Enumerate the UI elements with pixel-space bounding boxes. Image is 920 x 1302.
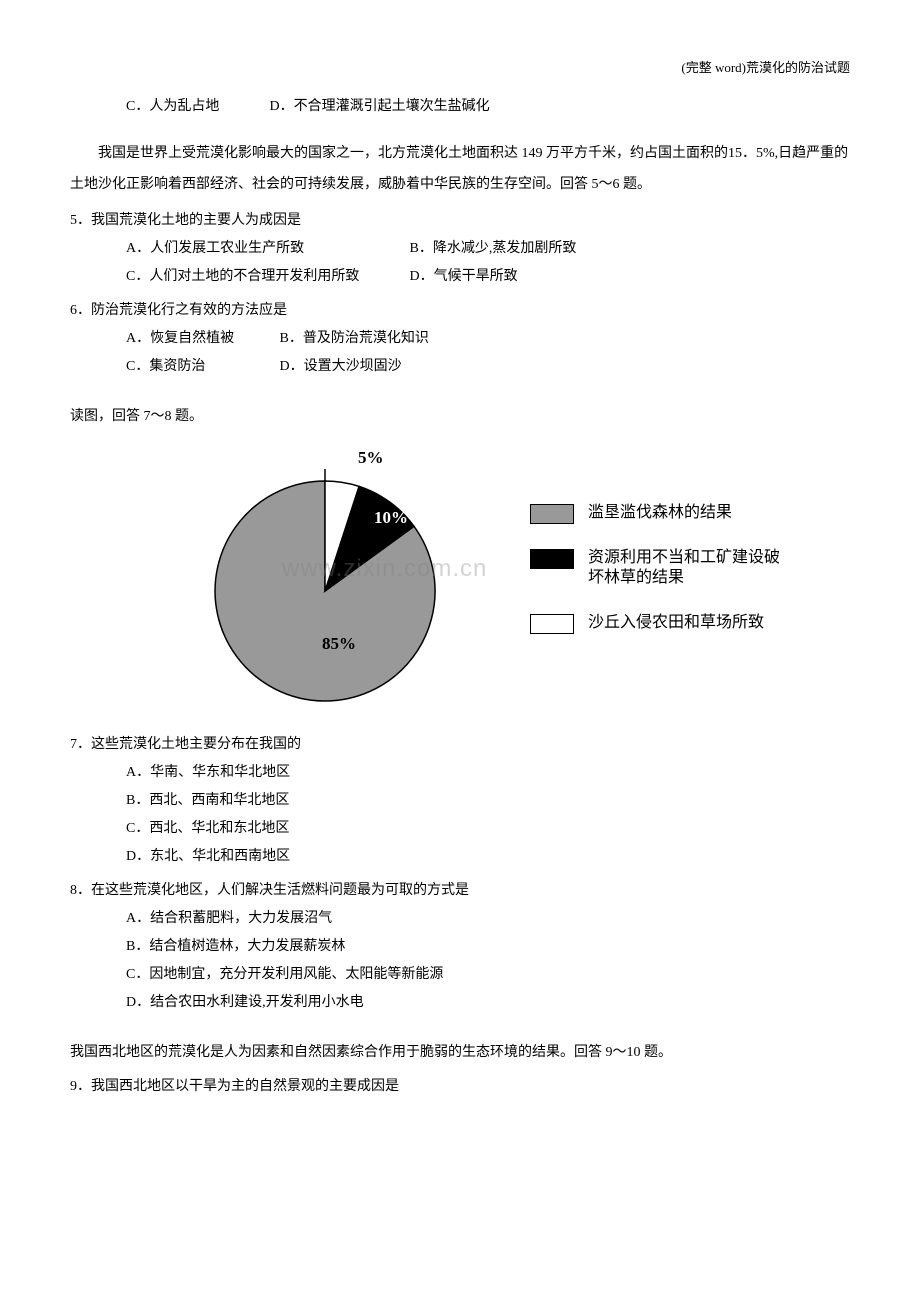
q5-c: C．人们对土地的不合理开发利用所致 [126,263,406,291]
q5-row2: C．人们对土地的不合理开发利用所致 D．气候干旱所致 [70,263,850,291]
legend-swatch-0 [530,504,574,524]
q7-stem: 7．这些荒漠化土地主要分布在我国的 [70,731,850,759]
q8-b: B．结合植树造林，大力发展薪炭林 [70,933,850,961]
q6-row1: A．恢复自然植被 B．普及防治荒漠化知识 [70,325,850,353]
pie-label-10: 10% [374,501,408,535]
page-header: (完整 word)荒漠化的防治试题 [70,55,850,81]
intro-9-10: 我国西北地区的荒漠化是人为因素和自然因素综合作用于脆弱的生态环境的结果。回答 9… [70,1039,850,1067]
q8-a: A．结合积蓄肥料，大力发展沼气 [70,905,850,933]
q5-b: B．降水减少,蒸发加剧所致 [410,235,577,263]
intro-7-8: 读图，回答 7～8 题。 [70,403,850,431]
pie-legend: 滥垦滥伐森林的结果 资源利用不当和工矿建设破坏林草的结果 沙丘入侵农田和草场所致 [530,503,788,659]
q7-c: C．西北、华北和东北地区 [70,815,850,843]
pie-chart: 5% 10% 85% www.zixin.com.cn 滥垦滥伐森林的结果 资源… [200,441,800,721]
q7-b: B．西北、西南和华北地区 [70,787,850,815]
q7-a: A．华南、华东和华北地区 [70,759,850,787]
q7-d: D．东北、华北和西南地区 [70,843,850,871]
q8-c: C．因地制宜，充分开发利用风能、太阳能等新能源 [70,961,850,989]
q9-stem: 9．我国西北地区以干旱为主的自然景观的主要成因是 [70,1073,850,1101]
q5-stem: 5．我国荒漠化土地的主要人为成因是 [70,207,850,235]
q5-a: A．人们发展工农业生产所致 [126,235,406,263]
q8-stem: 8．在这些荒漠化地区，人们解决生活燃料问题最为可取的方式是 [70,877,850,905]
legend-row-2: 沙丘入侵农田和草场所致 [530,613,788,634]
pie-label-85: 85% [322,627,356,661]
q5-row1: A．人们发展工农业生产所致 B．降水减少,蒸发加剧所致 [70,235,850,263]
q6-row2: C．集资防治 D．设置大沙坝固沙 [70,353,850,381]
option-c: C．人为乱占地 [126,93,266,121]
legend-text-2: 沙丘入侵农田和草场所致 [588,613,764,634]
legend-row-0: 滥垦滥伐森林的结果 [530,503,788,524]
q6-d: D．设置大沙坝固沙 [280,353,402,381]
q6-stem: 6．防治荒漠化行之有效的方法应是 [70,297,850,325]
legend-text-0: 滥垦滥伐森林的结果 [588,503,732,524]
q6-b: B．普及防治荒漠化知识 [280,325,429,353]
q5-d: D．气候干旱所致 [410,263,518,291]
q6-c: C．集资防治 [126,353,276,381]
pie-label-5: 5% [358,441,384,475]
legend-swatch-2 [530,614,574,634]
legend-text-1: 资源利用不当和工矿建设破坏林草的结果 [588,548,788,590]
legend-row-1: 资源利用不当和工矿建设破坏林草的结果 [530,548,788,590]
option-d: D．不合理灌溉引起土壤次生盐碱化 [270,93,490,121]
legend-swatch-1 [530,549,574,569]
intro-5-6: 我国是世界上受荒漠化影响最大的国家之一，北方荒漠化土地面积达 149 万平方千米… [70,139,850,201]
watermark: www.zixin.com.cn [282,545,487,593]
q8-d: D．结合农田水利建设,开发利用小水电 [70,989,850,1017]
q4-options-cd: C．人为乱占地 D．不合理灌溉引起土壤次生盐碱化 [70,93,850,121]
pie-graphic: 5% 10% 85% www.zixin.com.cn [200,441,450,721]
q6-a: A．恢复自然植被 [126,325,276,353]
